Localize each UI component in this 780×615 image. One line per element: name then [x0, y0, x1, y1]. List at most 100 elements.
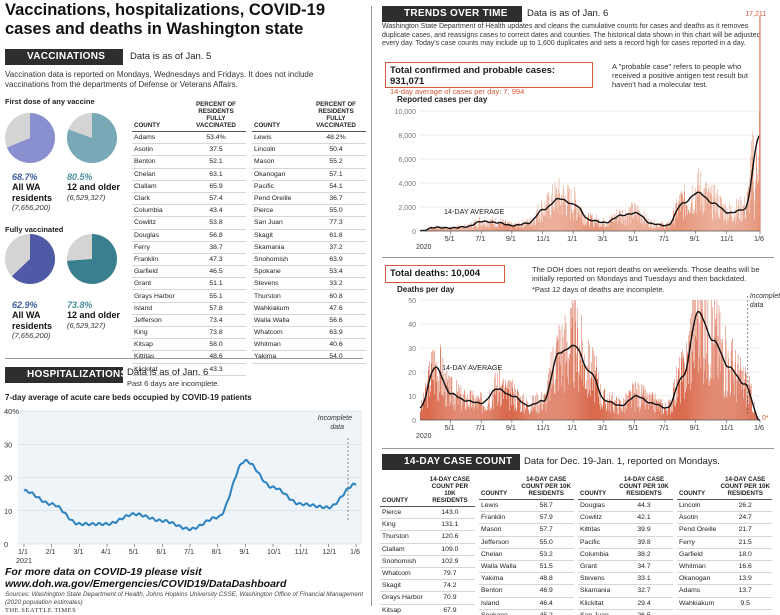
county-name: Grant	[578, 560, 615, 574]
table-row: Kittitas 48.6	[132, 350, 246, 364]
casecount-col-county: COUNTY	[380, 476, 425, 507]
x-tick-label: 11/1	[295, 547, 308, 556]
y-tick-label: 30	[4, 440, 12, 449]
county-name: Snohomish	[380, 555, 425, 568]
vaccination-table-right: COUNTY PERCENT OF RESIDENTS FULLY VACCIN…	[252, 101, 366, 364]
table-row: Island 46.4	[479, 597, 574, 610]
table-row: Pierce 143.0	[380, 506, 475, 520]
deaths-axis-label: Deaths per day	[397, 285, 455, 294]
county-rate: 39.8	[615, 536, 673, 549]
county-pct: 73.8	[186, 326, 246, 340]
casecount-col-rate: 14-DAY CASE COUNT PER 10K RESIDENTS	[615, 476, 673, 500]
county-pct: 48.2%	[306, 131, 366, 145]
county-rate: 74.2	[424, 579, 475, 593]
county-name: Walla Walla	[252, 314, 306, 328]
table-row: Pend Oreille 21.7	[677, 523, 772, 537]
county-pct: 77.3	[306, 216, 366, 230]
county-name: Skamania	[578, 584, 615, 598]
county-rate: 9.5	[718, 597, 772, 610]
zero-label: 0*	[762, 415, 769, 422]
y-tick-label: 0	[412, 418, 416, 425]
county-name: Okanogan	[252, 168, 306, 181]
table-row: Walla Walla 51.5	[479, 560, 574, 574]
more-data-link[interactable]: For more data on COVID-19 please visit w…	[5, 566, 287, 590]
pop-fully-all: (7,656,200)	[12, 331, 51, 340]
table-row: Grant 34.7	[578, 560, 673, 574]
county-pct: 57.8	[186, 302, 246, 315]
x-tick-label: 9/1	[506, 234, 516, 243]
county-rate: 109.0	[424, 543, 475, 556]
table-row: Klickitat 29.4	[578, 597, 673, 610]
x-tick-label: 12/1	[322, 547, 336, 556]
county-pct: 36.7	[306, 192, 366, 206]
vaccinations-date: Data is as of Jan. 5	[130, 51, 212, 62]
county-pct: 50.4	[306, 143, 366, 157]
county-pct: 60.8	[306, 289, 366, 303]
table-row: Benton 52.1	[132, 155, 246, 169]
x-tick-label: 5/1	[445, 423, 455, 432]
county-name: Chelan	[132, 168, 186, 181]
county-name: Walla Walla	[479, 560, 519, 574]
county-rate: 29.4	[615, 597, 673, 610]
county-pct: 53.8	[186, 216, 246, 230]
county-name: Chelan	[479, 548, 519, 561]
casecount-col-rate: 14-DAY CASE COUNT PER 10K RESIDENTS	[718, 476, 772, 500]
county-rate: 13.9	[718, 572, 772, 586]
county-name: Klickitat	[132, 363, 186, 376]
county-name: Island	[479, 597, 519, 610]
county-rate: 48.8	[518, 572, 574, 586]
county-pct: 55.1	[186, 289, 246, 303]
x-tick-label: 11/1	[537, 234, 550, 243]
x-year-label: 2021	[16, 556, 32, 565]
cases-avg: 14-day average of cases per day: 7, 994	[390, 87, 525, 96]
county-name: San Juan	[252, 216, 306, 230]
county-pct: 63.1	[186, 168, 246, 181]
label-fully-all: All WA residents	[12, 310, 53, 331]
county-name: Kitsap	[132, 338, 186, 352]
table-row: Garfield 18.0	[677, 548, 772, 561]
hosp-divider	[5, 358, 363, 359]
table-row: Ferry 21.5	[677, 536, 772, 549]
casecount-header: 14-DAY CASE COUNT BY COUNTY	[382, 454, 520, 483]
pie-slice	[67, 234, 117, 284]
county-pct: 55.0	[306, 204, 366, 218]
county-rate: 26.5	[615, 609, 673, 615]
x-tick-label: 9/1	[506, 423, 516, 432]
hospitalizations-header: HOSPITALIZATIONS	[5, 367, 127, 383]
county-rate: 67.9	[424, 604, 475, 615]
county-pct: 33.2	[306, 277, 366, 291]
county-name: Adams	[677, 584, 719, 598]
pie-slice	[11, 234, 56, 284]
x-tick-label: 1/1	[567, 423, 577, 432]
trends-date: Data is as of Jan. 6	[527, 8, 609, 19]
vax-col-county: COUNTY	[132, 101, 186, 132]
county-name: Franklin	[479, 511, 519, 525]
vax-col-county-2: COUNTY	[252, 101, 306, 132]
deaths-summary-box: Total deaths: 10,004	[385, 265, 505, 283]
table-row: Lewis 48.2%	[252, 131, 366, 145]
county-rate: 21.7	[718, 523, 772, 537]
pie-slice	[6, 113, 56, 163]
county-name: Benton	[479, 584, 519, 598]
y-tick-label: 30	[408, 346, 416, 353]
county-pct: 65.9	[186, 180, 246, 193]
table-row: Thurston 120.6	[380, 530, 475, 544]
annotation-line: data	[330, 424, 344, 431]
table-row: Pierce 55.0	[252, 204, 366, 218]
pop-first-all: (7,656,200)	[12, 203, 51, 212]
table-row: Spokane 53.4	[252, 265, 366, 279]
x-tick-label: 11/1	[537, 423, 550, 432]
x-tick-label: 3/1	[73, 547, 83, 556]
table-row: Jefferson 73.4	[132, 314, 246, 328]
table-row: Adams 53.4%	[132, 131, 246, 145]
county-name: Whitman	[677, 560, 719, 574]
y-tick-label: 20	[408, 370, 416, 377]
vaccination-pies	[5, 113, 118, 284]
pie-fully-all	[5, 234, 56, 284]
hospitalization-chart: 0 10 20 30 40% 1/1 2/1 3/1 4/1 5/1 6/1 7/1 8/1 9/1 10/…	[4, 407, 362, 565]
x-tick-label: 6/1	[156, 547, 166, 556]
county-name: Skamania	[252, 241, 306, 254]
county-name: Yakima	[479, 572, 519, 586]
x-tick-label: 5/1	[628, 423, 638, 432]
y-tick-label: 0	[4, 540, 8, 549]
